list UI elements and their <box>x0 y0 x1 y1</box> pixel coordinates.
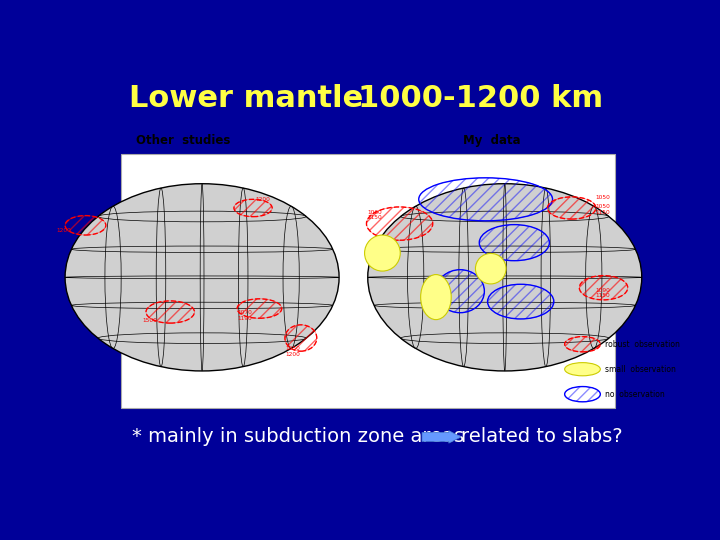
Ellipse shape <box>475 253 506 284</box>
Text: 1090
1150: 1090 1150 <box>595 287 610 298</box>
Text: My  data: My data <box>463 134 521 147</box>
Text: 1060
1150: 1060 1150 <box>368 210 382 220</box>
FancyBboxPatch shape <box>121 154 615 408</box>
Ellipse shape <box>420 274 451 320</box>
Text: 1050
1150: 1050 1150 <box>595 204 610 215</box>
Text: no  observation: no observation <box>606 390 665 399</box>
Text: 1050: 1050 <box>595 195 610 200</box>
FancyArrow shape <box>422 431 461 443</box>
Text: 1200: 1200 <box>255 197 270 202</box>
Text: 1000-1200 km: 1000-1200 km <box>358 84 603 112</box>
Text: 1200: 1200 <box>56 228 71 233</box>
Ellipse shape <box>368 184 642 371</box>
Text: 1500: 1500 <box>143 318 158 323</box>
Ellipse shape <box>564 363 600 376</box>
Text: 1070
1190: 1070 1190 <box>237 310 252 321</box>
Text: robust  observation: robust observation <box>606 340 680 349</box>
Text: small  observation: small observation <box>606 364 676 374</box>
Text: 1050
1200: 1050 1200 <box>285 346 300 356</box>
Text: * mainly in subduction zone areas: * mainly in subduction zone areas <box>132 428 464 447</box>
Text: related to slabs?: related to slabs? <box>461 428 623 447</box>
Ellipse shape <box>65 184 339 371</box>
Text: Other  studies: Other studies <box>136 134 230 147</box>
Ellipse shape <box>364 235 400 271</box>
Text: Lower mantle: Lower mantle <box>129 84 364 112</box>
